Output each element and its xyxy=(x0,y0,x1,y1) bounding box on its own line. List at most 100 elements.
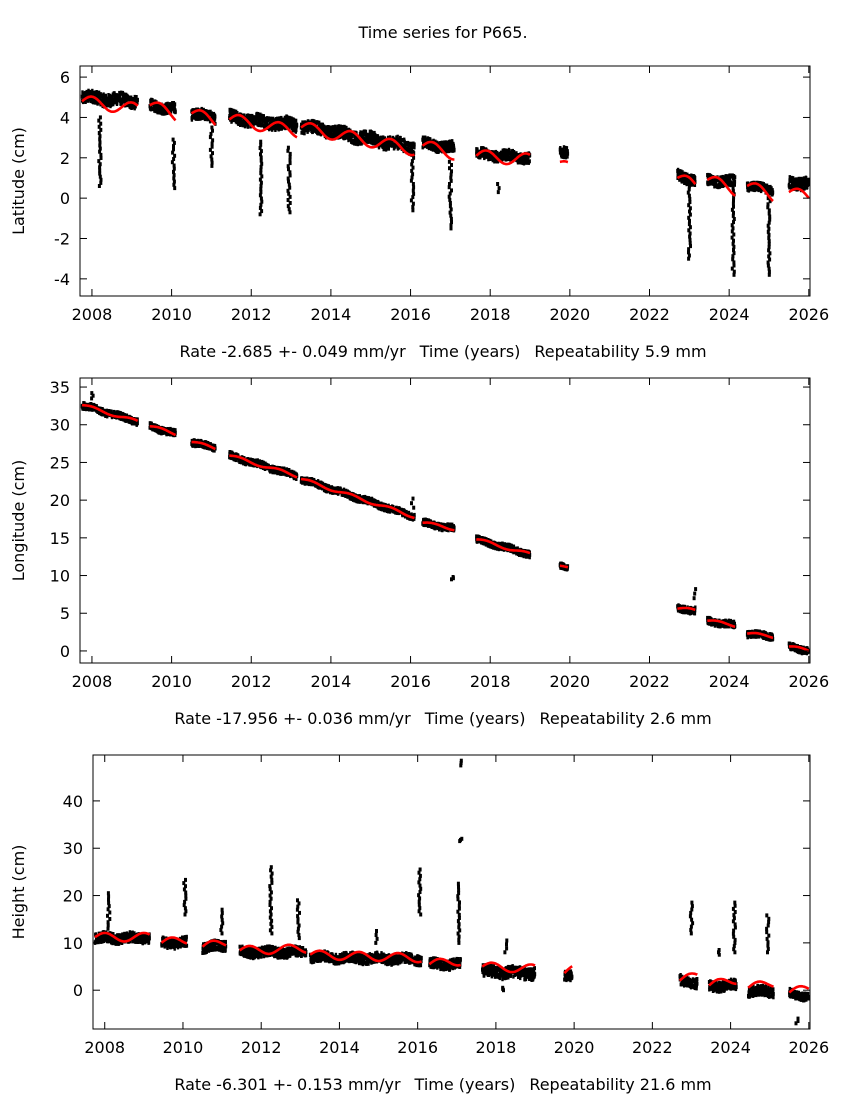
outlier-point xyxy=(288,201,292,205)
data-point xyxy=(110,409,113,414)
data-point xyxy=(528,153,532,158)
data-point xyxy=(241,122,245,126)
outlier-point xyxy=(98,168,102,173)
data-point xyxy=(353,134,357,138)
data-point xyxy=(709,181,713,186)
data-point xyxy=(104,93,107,98)
data-point xyxy=(526,158,529,163)
outlier-point xyxy=(689,244,692,249)
outlier-point xyxy=(411,182,415,186)
outlier-point xyxy=(259,139,263,144)
data-point xyxy=(371,136,374,141)
data-point xyxy=(396,134,399,139)
outlier-point xyxy=(410,159,414,164)
outlier-point xyxy=(172,163,176,168)
data-point xyxy=(528,159,531,164)
outlier-point xyxy=(286,188,290,193)
outlier-point xyxy=(412,191,416,196)
outlier-point xyxy=(732,220,735,225)
data-point xyxy=(770,188,773,193)
outlier-point xyxy=(172,173,176,178)
outlier-point xyxy=(767,269,771,274)
data-point xyxy=(280,119,283,124)
data-point xyxy=(320,126,324,131)
outlier-point xyxy=(496,190,500,195)
data-point xyxy=(476,147,479,152)
outlier-point xyxy=(259,149,263,154)
data-point xyxy=(690,181,693,186)
data-point xyxy=(102,94,106,99)
y-tick-label: 0 xyxy=(60,189,70,208)
data-point xyxy=(400,508,404,513)
data-point xyxy=(327,125,331,130)
outlier-point xyxy=(259,168,263,173)
data-point xyxy=(451,522,454,527)
data-point xyxy=(95,99,99,104)
data-point xyxy=(291,123,294,128)
outlier-point xyxy=(688,209,691,214)
data-point xyxy=(154,109,157,114)
x-tick-label: 2022 xyxy=(629,305,670,324)
data-point xyxy=(714,184,717,189)
data-point xyxy=(101,100,105,105)
data-point xyxy=(803,186,806,191)
outlier-point xyxy=(170,160,174,165)
data-point xyxy=(693,183,697,187)
outlier-point xyxy=(208,147,212,152)
outlier-point xyxy=(98,171,102,176)
outlier-point xyxy=(209,131,213,136)
data-point xyxy=(276,125,279,130)
model-line xyxy=(559,160,569,164)
outlier-point xyxy=(258,177,262,182)
data-point xyxy=(280,115,283,120)
data-point xyxy=(292,118,296,123)
outlier-point xyxy=(449,216,453,221)
data-point xyxy=(797,180,800,185)
data-point xyxy=(153,102,156,107)
outlier-point xyxy=(449,175,453,180)
outlier-point xyxy=(287,182,291,187)
outlier-point xyxy=(98,149,102,154)
model-line xyxy=(746,182,774,202)
data-point xyxy=(295,123,299,128)
outlier-point xyxy=(687,247,691,252)
data-point xyxy=(757,188,760,193)
data-point xyxy=(265,120,269,125)
outlier-point xyxy=(688,181,692,186)
data-point xyxy=(559,146,562,150)
data-point xyxy=(314,120,317,125)
data-point xyxy=(523,160,526,165)
outlier-point xyxy=(260,174,264,179)
outlier-point xyxy=(98,134,102,139)
data-point xyxy=(250,117,253,122)
outlier-point xyxy=(448,210,452,215)
outlier-point xyxy=(211,128,214,133)
plot-frame xyxy=(79,65,811,297)
outlier-point xyxy=(732,269,736,274)
data-point xyxy=(174,428,177,433)
data-point xyxy=(451,139,454,144)
outlier-point xyxy=(767,242,771,247)
outlier-point xyxy=(260,199,264,204)
data-point xyxy=(256,116,259,121)
data-point xyxy=(209,109,212,114)
data-point xyxy=(790,185,793,190)
data-point xyxy=(564,155,568,160)
data-point xyxy=(399,136,402,140)
outlier-point xyxy=(688,237,692,242)
data-point xyxy=(110,95,114,100)
outlier-point xyxy=(731,186,735,191)
outlier-point xyxy=(286,148,290,153)
outlier-point xyxy=(259,152,262,157)
outlier-point xyxy=(732,195,736,200)
data-point xyxy=(330,128,334,133)
outlier-point xyxy=(173,153,177,158)
outlier-point xyxy=(99,121,103,126)
data-point xyxy=(345,125,348,130)
outlier-point xyxy=(286,176,290,181)
outlier-point xyxy=(411,208,415,213)
data-point xyxy=(372,137,376,142)
data-point xyxy=(453,525,456,530)
outlier-point xyxy=(449,172,453,177)
